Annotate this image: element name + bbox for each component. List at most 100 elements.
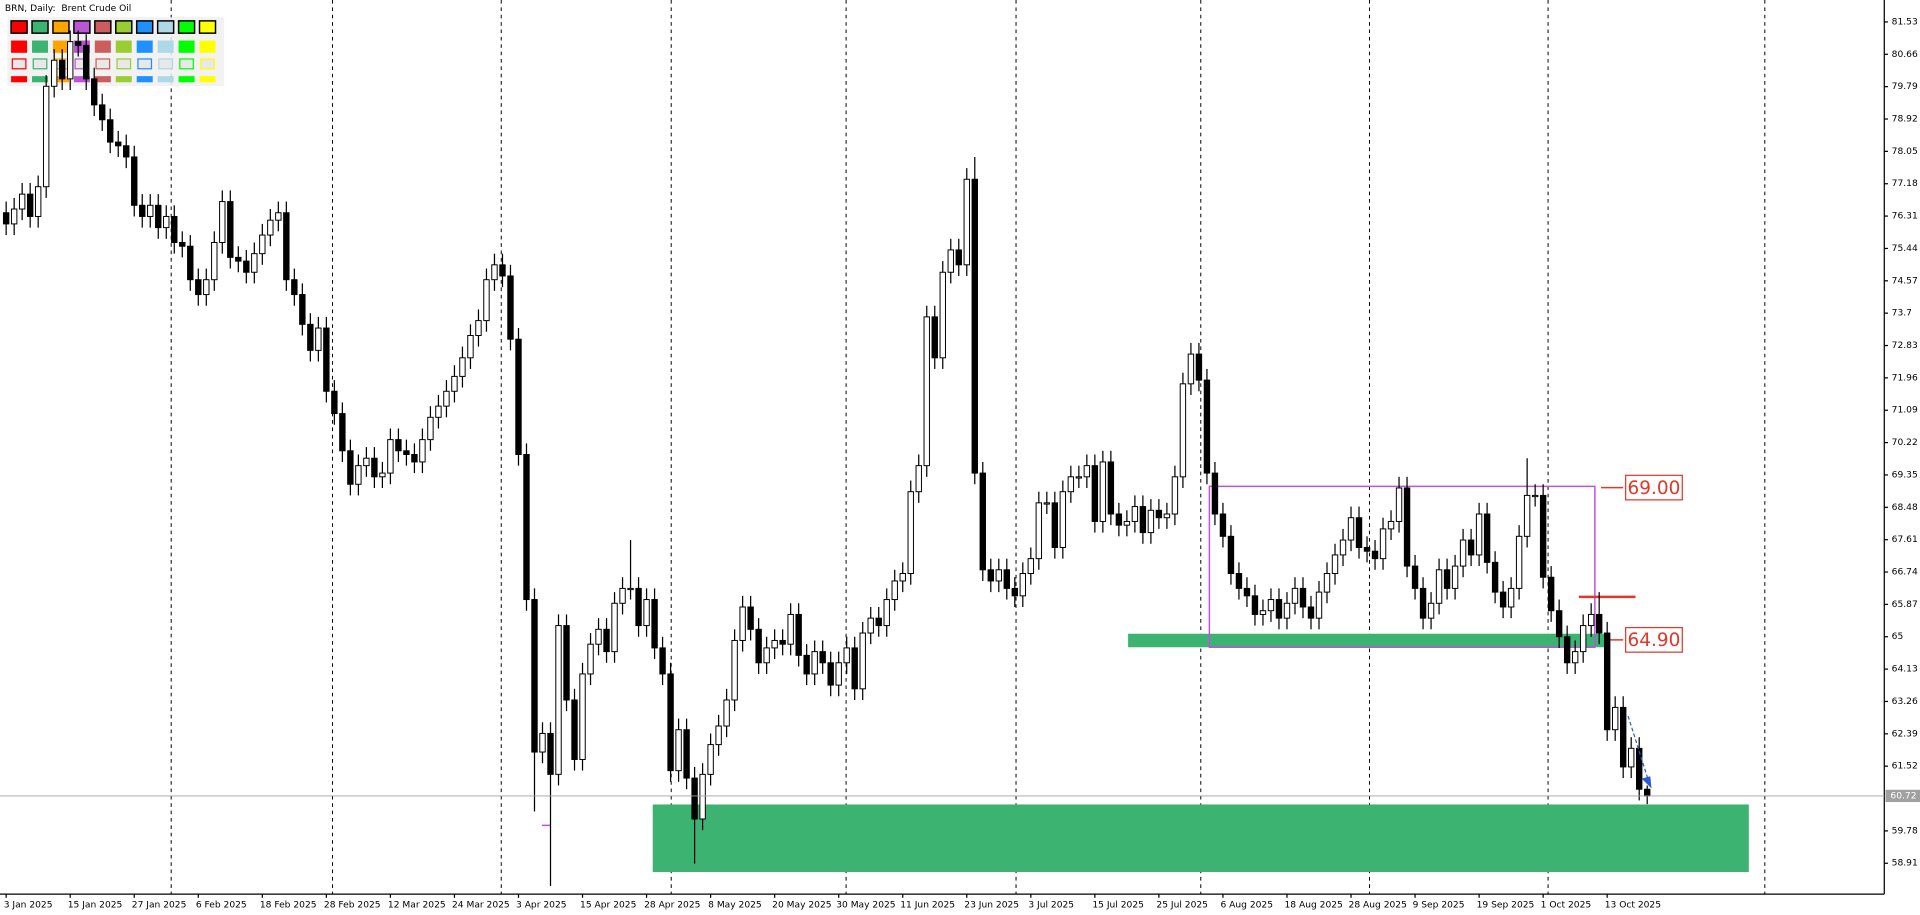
candle-body bbox=[1091, 465, 1099, 522]
candle-body bbox=[587, 643, 594, 675]
color-palette bbox=[7, 17, 225, 86]
candle-body bbox=[58, 59, 66, 80]
candle-body bbox=[115, 141, 122, 147]
candle-body bbox=[66, 41, 74, 80]
x-tick-label: 20 May 2025 bbox=[772, 901, 831, 911]
candle-body bbox=[1227, 535, 1235, 575]
y-tick-label: 72.83 bbox=[1892, 341, 1918, 351]
candle-body bbox=[1323, 573, 1331, 593]
candle-body bbox=[531, 599, 538, 753]
candle-body bbox=[635, 587, 642, 627]
candle-body bbox=[195, 279, 202, 296]
candle-body bbox=[1051, 502, 1059, 548]
candle-body bbox=[379, 472, 386, 478]
candle-body bbox=[1339, 539, 1347, 556]
candle-body bbox=[731, 639, 738, 701]
candle-body bbox=[1283, 602, 1291, 619]
candle-body bbox=[91, 78, 98, 106]
candle-body bbox=[523, 454, 530, 601]
palette-swatch bbox=[95, 58, 111, 70]
candle-body bbox=[1603, 632, 1611, 731]
candle-body bbox=[1387, 520, 1395, 530]
support-zone bbox=[652, 804, 1749, 873]
x-tick-label: 30 May 2025 bbox=[836, 901, 895, 911]
candle-body bbox=[1075, 476, 1083, 479]
candle-body bbox=[187, 245, 194, 281]
palette-swatch bbox=[135, 20, 154, 34]
y-tick-label: 65 bbox=[1892, 632, 1904, 642]
y-tick-label: 79.79 bbox=[1892, 82, 1918, 92]
y-tick-label: 74.57 bbox=[1892, 276, 1918, 286]
palette-swatch bbox=[52, 20, 70, 34]
candle-body bbox=[1003, 569, 1011, 589]
candle-body bbox=[131, 156, 138, 206]
y-tick-label: 78.92 bbox=[1892, 115, 1918, 125]
candle-body bbox=[355, 465, 362, 485]
palette-swatch bbox=[11, 58, 27, 70]
candle-body bbox=[83, 44, 90, 80]
candle-body bbox=[1259, 610, 1267, 615]
candle-body bbox=[10, 208, 18, 225]
candle-body bbox=[339, 413, 346, 452]
candle-body bbox=[1563, 636, 1571, 664]
candle-body bbox=[467, 334, 474, 359]
candle-body bbox=[939, 271, 946, 359]
candle-body bbox=[603, 628, 610, 653]
x-tick-label: 3 Jul 2025 bbox=[1028, 901, 1074, 911]
candle-body bbox=[1307, 606, 1315, 619]
palette-swatch bbox=[199, 40, 216, 53]
candle-body bbox=[915, 465, 922, 493]
candle-body bbox=[1636, 747, 1643, 790]
candle-body bbox=[291, 279, 298, 296]
candle-body bbox=[75, 41, 82, 46]
candle-body bbox=[259, 234, 266, 255]
candle-body bbox=[891, 580, 898, 601]
candle-body bbox=[1195, 353, 1203, 381]
x-tick-label: 11 Jun 2025 bbox=[900, 901, 955, 911]
candle-body bbox=[1067, 476, 1075, 493]
candle-body bbox=[427, 416, 434, 441]
candle-body bbox=[987, 569, 994, 582]
x-tick-label: 19 Sep 2025 bbox=[1477, 901, 1535, 911]
candle-body bbox=[1179, 383, 1187, 478]
candle-body bbox=[1251, 595, 1259, 615]
candle-body bbox=[419, 439, 426, 463]
candle-body bbox=[1579, 625, 1587, 653]
palette-swatch bbox=[199, 76, 216, 83]
candle-body bbox=[619, 587, 626, 604]
candle-body bbox=[1475, 513, 1483, 556]
candle-body bbox=[667, 673, 674, 772]
y-tick-label: 63.26 bbox=[1892, 697, 1918, 707]
candle-body bbox=[1531, 494, 1539, 498]
candle-body bbox=[1027, 558, 1035, 575]
y-tick-label: 67.61 bbox=[1892, 535, 1918, 545]
palette-swatch bbox=[156, 20, 175, 34]
y-tick-label: 68.48 bbox=[1892, 503, 1918, 513]
chart-title: BRN, Daily: Brent Crude Oil bbox=[5, 4, 131, 14]
candle-body bbox=[1403, 487, 1411, 567]
palette-swatch bbox=[115, 40, 132, 53]
candle-body bbox=[491, 264, 498, 281]
candle-body bbox=[1035, 502, 1043, 560]
candle-body bbox=[507, 275, 514, 340]
candle-body bbox=[1107, 461, 1115, 515]
palette-swatch bbox=[178, 76, 195, 83]
candle-body bbox=[1411, 565, 1419, 589]
candle-body bbox=[155, 204, 162, 229]
palette-swatch bbox=[32, 58, 48, 70]
candle-body bbox=[123, 145, 130, 158]
candle-body bbox=[363, 457, 370, 467]
candle-body bbox=[1571, 651, 1579, 664]
x-tick-label: 3 Jan 2025 bbox=[4, 901, 53, 911]
y-tick-label: 80.66 bbox=[1892, 50, 1918, 60]
candle-body bbox=[555, 625, 562, 775]
palette-swatch bbox=[116, 58, 132, 70]
palette-swatch bbox=[157, 40, 174, 53]
candle-body bbox=[627, 587, 634, 591]
candle-body bbox=[443, 390, 450, 407]
candle-body bbox=[683, 729, 690, 779]
candle-body bbox=[763, 647, 770, 664]
x-tick-label: 28 Feb 2025 bbox=[324, 901, 381, 911]
y-tick-label: 66.74 bbox=[1892, 568, 1918, 578]
